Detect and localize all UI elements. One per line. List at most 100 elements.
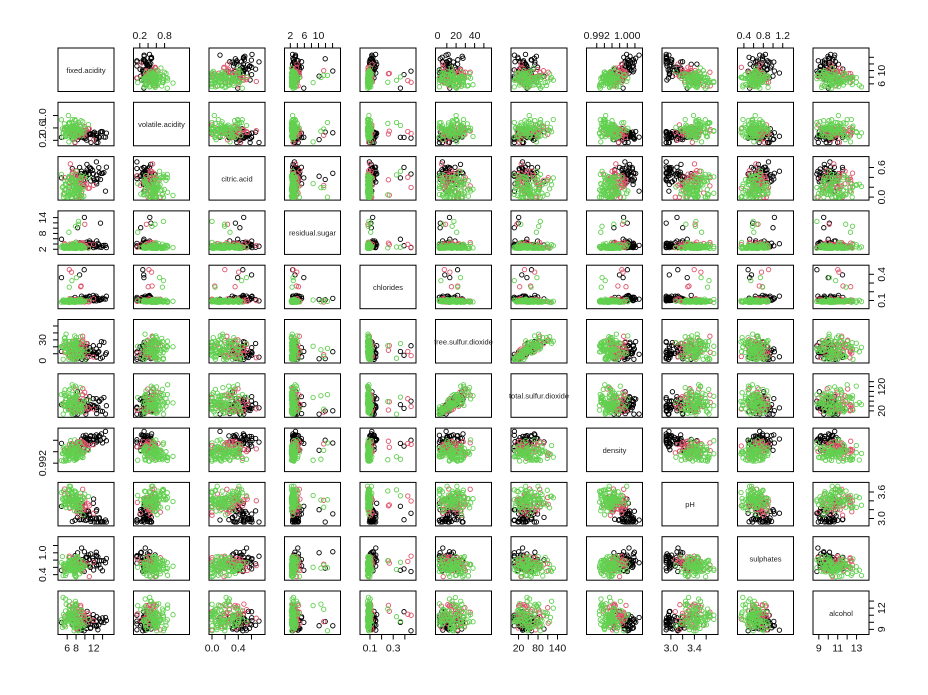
variable-label: citric.acid [221, 174, 252, 183]
data-point [406, 129, 410, 133]
data-point [136, 80, 140, 84]
data-point [311, 80, 315, 84]
panel-citric-acid-vs-total-sulfur-dioxide [511, 157, 567, 201]
data-point [331, 131, 335, 135]
data-point [322, 68, 326, 72]
data-point [66, 113, 70, 117]
panel-fixed-acidity-vs-pH [662, 48, 718, 92]
data-point [159, 66, 163, 70]
panel-fixed-acidity-vs-free-sulfur-dioxide [436, 48, 492, 92]
data-point [523, 52, 527, 56]
data-point [94, 160, 98, 164]
data-point [667, 189, 671, 193]
data-point [471, 134, 475, 138]
data-point [171, 193, 175, 197]
data-point [394, 78, 398, 82]
panel-volatile-acidity-vs-citric-acid [209, 102, 265, 146]
variable-label: volatile.acidity [138, 120, 185, 129]
panel-fixed-acidity-vs-alcohol [813, 48, 869, 92]
data-point [135, 160, 139, 164]
data-point [708, 70, 712, 74]
data-point [538, 118, 542, 122]
data-point [836, 113, 840, 117]
data-point [458, 162, 462, 166]
panel-citric-acid-vs-alcohol [813, 157, 869, 201]
data-point [777, 134, 781, 138]
data-point [387, 129, 391, 133]
data-point [323, 57, 327, 61]
data-point [244, 123, 248, 127]
data-point [409, 69, 413, 73]
data-point [527, 113, 531, 117]
panel-fixed-acidity-vs-volatile-acidity [134, 48, 190, 92]
data-point [637, 189, 641, 193]
data-point [97, 165, 101, 169]
data-point [705, 187, 709, 191]
data-point [777, 169, 781, 173]
data-point [67, 140, 71, 144]
data-point [394, 173, 398, 177]
panel-volatile-acidity-vs-total-sulfur-dioxide [511, 102, 567, 146]
data-point [165, 86, 169, 90]
data-point [317, 174, 321, 178]
data-point [437, 85, 441, 89]
data-point [398, 169, 402, 173]
data-point [829, 118, 833, 122]
data-point [614, 162, 618, 166]
data-point [683, 117, 687, 121]
data-point [331, 69, 335, 73]
panel-fixed-acidity-vs-residual-sugar [285, 48, 341, 92]
data-point [171, 81, 175, 85]
data-point [398, 176, 402, 180]
variable-label: fixed.acidity [66, 66, 105, 75]
data-point [402, 165, 406, 169]
data-point [466, 194, 470, 198]
data-point [664, 160, 668, 164]
panel-fixed-acidity-vs-density [587, 48, 643, 92]
panel-volatile-acidity-vs-alcohol [813, 102, 869, 146]
data-point [91, 138, 95, 142]
data-point [617, 165, 621, 169]
panel-fixed-acidity-vs-chlorides [360, 48, 416, 92]
data-point [857, 134, 861, 138]
data-point [325, 195, 329, 199]
data-point [599, 140, 603, 144]
data-point [302, 86, 306, 90]
data-point [257, 140, 261, 144]
data-point [691, 113, 695, 117]
data-point [323, 177, 327, 181]
data-point [771, 74, 775, 78]
panel-fixed-acidity-vs-fixed-acidity: fixed.acidity [58, 48, 114, 92]
data-point [766, 160, 770, 164]
data-point [89, 140, 93, 144]
panel-citric-acid-vs-volatile-acidity [134, 157, 190, 201]
panel-fixed-acidity-vs-sulphates [738, 48, 794, 92]
data-point [218, 53, 222, 57]
data-point [679, 162, 683, 166]
data-point [712, 191, 716, 195]
data-point [512, 85, 516, 89]
data-point [456, 58, 460, 62]
panel-volatile-acidity-vs-volatile-acidity: volatile.acidity [134, 102, 190, 146]
data-point [455, 62, 459, 66]
panel-citric-acid-vs-chlorides [360, 157, 416, 201]
data-point [409, 136, 413, 140]
data-point [547, 187, 551, 191]
data-point [240, 86, 244, 90]
panel-citric-acid-vs-citric-acid: citric.acid [209, 157, 265, 201]
panel-fixed-acidity-vs-citric-acid [209, 48, 265, 92]
data-point [250, 52, 254, 56]
panel-volatile-acidity-vs-pH [662, 102, 718, 146]
data-point [623, 160, 627, 164]
data-point [249, 58, 253, 62]
panel-volatile-acidity-vs-density [587, 102, 643, 146]
panel-volatile-acidity-vs-chlorides [360, 102, 416, 146]
data-point [816, 140, 820, 144]
panel-volatile-acidity-vs-residual-sugar [285, 102, 341, 146]
data-point [621, 86, 625, 90]
panel-citric-acid-vs-fixed-acidity [58, 157, 114, 201]
data-point [816, 59, 820, 63]
data-point [692, 162, 696, 166]
data-point [637, 135, 641, 139]
